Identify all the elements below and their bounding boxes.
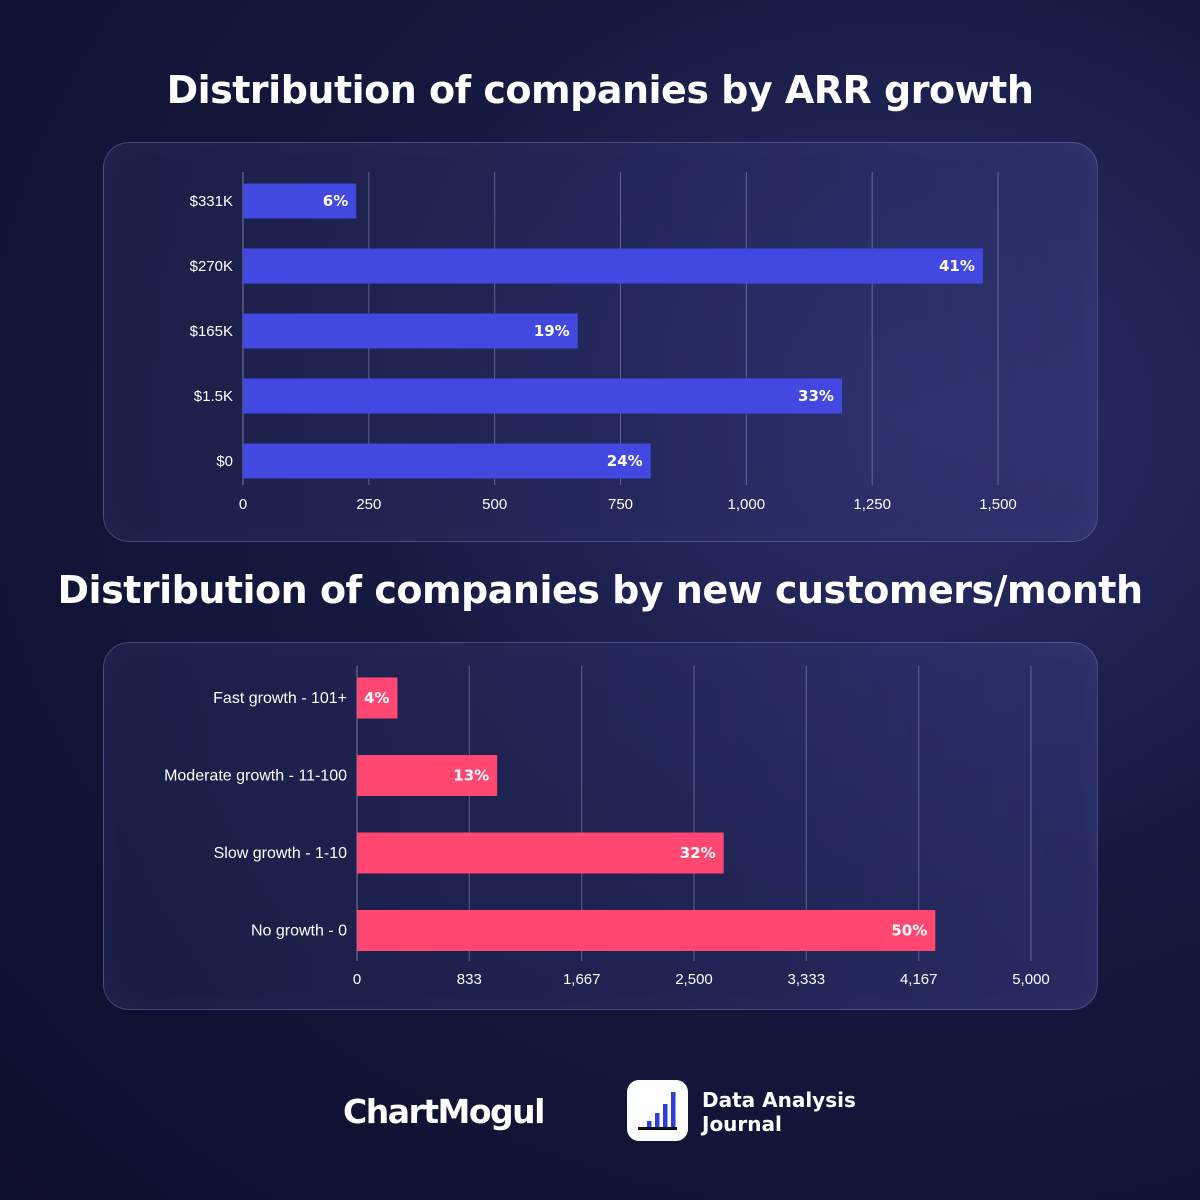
bar bbox=[357, 910, 936, 951]
category-label: $0 bbox=[216, 453, 233, 470]
x-tick-label: 0 bbox=[353, 971, 361, 988]
bar-chart-icon bbox=[627, 1080, 688, 1141]
chartmogul-logo: ChartMogul bbox=[343, 1092, 545, 1131]
category-label: Fast growth - 101+ bbox=[213, 690, 347, 707]
x-tick-label: 4,167 bbox=[900, 971, 938, 988]
category-label: Slow growth - 1-10 bbox=[214, 845, 347, 862]
category-label: $270K bbox=[190, 258, 233, 275]
daj-brand-line2: Journal bbox=[702, 1112, 782, 1136]
x-tick-label: 250 bbox=[356, 496, 381, 513]
bar-data-label: 32% bbox=[680, 844, 716, 862]
customers-chart-card: 0 833 1,667 2,500 3,333 4,167 5,000 4% Fast grow… bbox=[103, 642, 1098, 1010]
daj-brand-line1: Data Analysis bbox=[702, 1088, 856, 1112]
x-tick-label: 1,250 bbox=[853, 496, 891, 513]
x-tick-label: 1,500 bbox=[979, 496, 1017, 513]
x-tick-label: 3,333 bbox=[788, 971, 826, 988]
bar-data-label: 24% bbox=[607, 452, 643, 470]
x-tick-label: 1,000 bbox=[728, 496, 766, 513]
x-tick-label: 500 bbox=[482, 496, 507, 513]
bar bbox=[357, 755, 498, 796]
x-tick-label: 5,000 bbox=[1012, 971, 1050, 988]
bar bbox=[243, 183, 357, 219]
arr-growth-chart: 0 250 500 750 1,000 1,250 1,500 6% $331K 41% $270K… bbox=[190, 172, 1017, 513]
x-tick-label: 750 bbox=[608, 496, 633, 513]
customers-chart-title: Distribution of companies by new custome… bbox=[57, 568, 1144, 612]
bar bbox=[243, 313, 578, 349]
arr-chart-title: Distribution of companies by ARR growth bbox=[166, 68, 1034, 112]
bar bbox=[357, 677, 398, 719]
daj-brand: Data Analysis Journal bbox=[702, 1088, 856, 1136]
new-customers-chart: 0 833 1,667 2,500 3,333 4,167 5,000 4% Fast grow… bbox=[164, 666, 1050, 988]
category-label: $1.5K bbox=[194, 388, 233, 405]
category-label: No growth - 0 bbox=[251, 923, 347, 940]
category-label: $331K bbox=[190, 193, 233, 210]
arr-chart-card: 0 250 500 750 1,000 1,250 1,500 6% $331K 41% $270K… bbox=[103, 142, 1098, 542]
bar-data-label: 6% bbox=[323, 192, 348, 210]
bar-data-label: 13% bbox=[453, 767, 489, 785]
bar-data-label: 33% bbox=[798, 387, 834, 405]
bar bbox=[243, 443, 651, 479]
bar bbox=[243, 378, 842, 414]
bar-data-label: 19% bbox=[534, 322, 570, 340]
bar-data-label: 41% bbox=[939, 257, 975, 275]
x-tick-label: 833 bbox=[457, 971, 482, 988]
bar bbox=[243, 248, 983, 284]
x-tick-label: 2,500 bbox=[675, 971, 713, 988]
footer: ChartMogul Data Analysis Journal bbox=[0, 1078, 1200, 1148]
x-tick-label: 1,667 bbox=[563, 971, 601, 988]
bar-data-label: 50% bbox=[891, 922, 927, 940]
category-label: $165K bbox=[190, 323, 233, 340]
bar-data-label: 4% bbox=[364, 689, 389, 707]
category-label: Moderate growth - 11-100 bbox=[164, 768, 347, 785]
bar bbox=[357, 832, 724, 874]
x-tick-label: 0 bbox=[239, 496, 247, 513]
